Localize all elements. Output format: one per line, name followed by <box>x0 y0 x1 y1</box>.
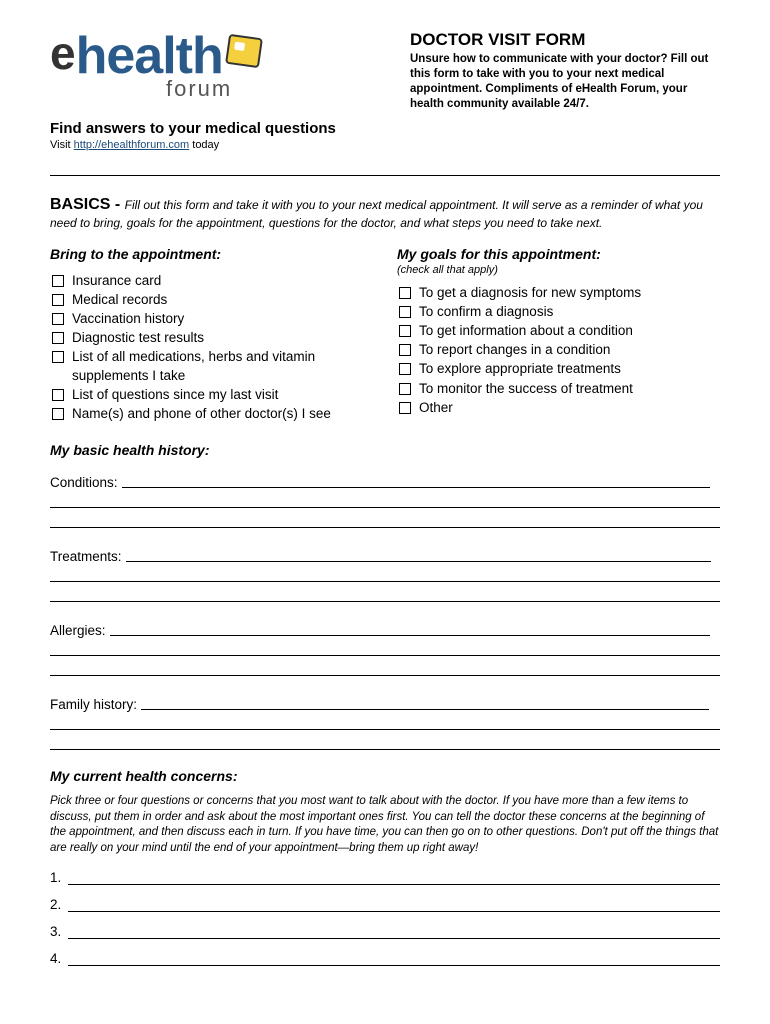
bring-item[interactable]: Insurance card <box>72 272 373 290</box>
history-heading: My basic health history: <box>50 442 720 458</box>
fill-line[interactable] <box>141 694 709 710</box>
basics-intro: BASICS - Fill out this form and take it … <box>50 194 720 232</box>
form-title: DOCTOR VISIT FORM <box>410 30 720 50</box>
logo-block: e health forum <box>50 30 410 102</box>
goals-item[interactable]: To get a diagnosis for new symptoms <box>419 284 720 302</box>
visit-suffix: today <box>189 139 219 151</box>
logo: e health <box>50 30 410 82</box>
concern-line-3: 3. <box>50 924 720 939</box>
bring-item[interactable]: Name(s) and phone of other doctor(s) I s… <box>72 405 373 423</box>
fill-line[interactable] <box>50 640 720 656</box>
goals-note: (check all that apply) <box>397 264 720 276</box>
fill-line[interactable] <box>50 512 720 528</box>
concern-num: 4. <box>50 951 68 966</box>
bring-column: Bring to the appointment: Insurance card… <box>50 246 373 425</box>
fill-line[interactable] <box>68 925 720 939</box>
logo-e: e <box>50 30 76 76</box>
bring-item[interactable]: List of questions since my last visit <box>72 386 373 404</box>
conditions-field: Conditions: <box>50 472 720 528</box>
fill-line[interactable] <box>50 734 720 750</box>
family-history-field: Family history: <box>50 694 720 750</box>
logo-forum: forum <box>166 76 410 102</box>
fill-line[interactable] <box>110 620 710 636</box>
bring-heading: Bring to the appointment: <box>50 246 373 262</box>
concern-num: 3. <box>50 924 68 939</box>
concern-num: 1. <box>50 870 68 885</box>
fill-line[interactable] <box>50 586 720 602</box>
goals-list: To get a diagnosis for new symptoms To c… <box>397 284 720 418</box>
goals-item[interactable]: To monitor the success of treatment <box>419 380 720 398</box>
basics-label: BASICS - <box>50 196 125 213</box>
concern-num: 2. <box>50 897 68 912</box>
conditions-label: Conditions: <box>50 475 118 490</box>
fill-line[interactable] <box>50 566 720 582</box>
treatments-label: Treatments: <box>50 549 122 564</box>
divider <box>50 175 720 176</box>
family-history-label: Family history: <box>50 697 137 712</box>
fill-line[interactable] <box>50 492 720 508</box>
allergies-label: Allergies: <box>50 623 106 638</box>
goals-item[interactable]: To get information about a condition <box>419 322 720 340</box>
goals-item[interactable]: To explore appropriate treatments <box>419 360 720 378</box>
fill-line[interactable] <box>68 952 720 966</box>
fill-line[interactable] <box>50 660 720 676</box>
goals-heading: My goals for this appointment: <box>397 246 720 262</box>
tagline: Find answers to your medical questions <box>50 120 720 137</box>
fill-line[interactable] <box>68 898 720 912</box>
concern-line-2: 2. <box>50 897 720 912</box>
visit-line: Visit http://ehealthforum.com today <box>50 139 720 151</box>
concerns-heading: My current health concerns: <box>50 768 720 784</box>
concern-line-4: 4. <box>50 951 720 966</box>
bring-item[interactable]: Medical records <box>72 291 373 309</box>
bring-item[interactable]: List of all medications, herbs and vitam… <box>72 348 373 384</box>
fill-line[interactable] <box>122 472 710 488</box>
goals-item[interactable]: To report changes in a condition <box>419 341 720 359</box>
goals-item[interactable]: Other <box>419 399 720 417</box>
bring-item[interactable]: Diagnostic test results <box>72 329 373 347</box>
concerns-intro: Pick three or four questions or concerns… <box>50 794 720 856</box>
concern-line-1: 1. <box>50 870 720 885</box>
basics-text: Fill out this form and take it with you … <box>50 198 703 231</box>
fill-line[interactable] <box>68 871 720 885</box>
bring-list: Insurance card Medical records Vaccinati… <box>50 272 373 424</box>
visit-url[interactable]: http://ehealthforum.com <box>74 139 190 151</box>
logo-health: health <box>76 30 223 82</box>
visit-prefix: Visit <box>50 139 74 151</box>
goals-column: My goals for this appointment: (check al… <box>397 246 720 425</box>
header-right: DOCTOR VISIT FORM Unsure how to communic… <box>410 30 720 112</box>
bring-item[interactable]: Vaccination history <box>72 310 373 328</box>
fill-line[interactable] <box>50 714 720 730</box>
fill-line[interactable] <box>126 546 711 562</box>
form-subtitle: Unsure how to communicate with your doct… <box>410 52 720 112</box>
treatments-field: Treatments: <box>50 546 720 602</box>
goals-item[interactable]: To confirm a diagnosis <box>419 303 720 321</box>
allergies-field: Allergies: <box>50 620 720 676</box>
note-icon <box>225 34 263 68</box>
two-column-section: Bring to the appointment: Insurance card… <box>50 246 720 425</box>
header-row: e health forum DOCTOR VISIT FORM Unsure … <box>50 30 720 112</box>
